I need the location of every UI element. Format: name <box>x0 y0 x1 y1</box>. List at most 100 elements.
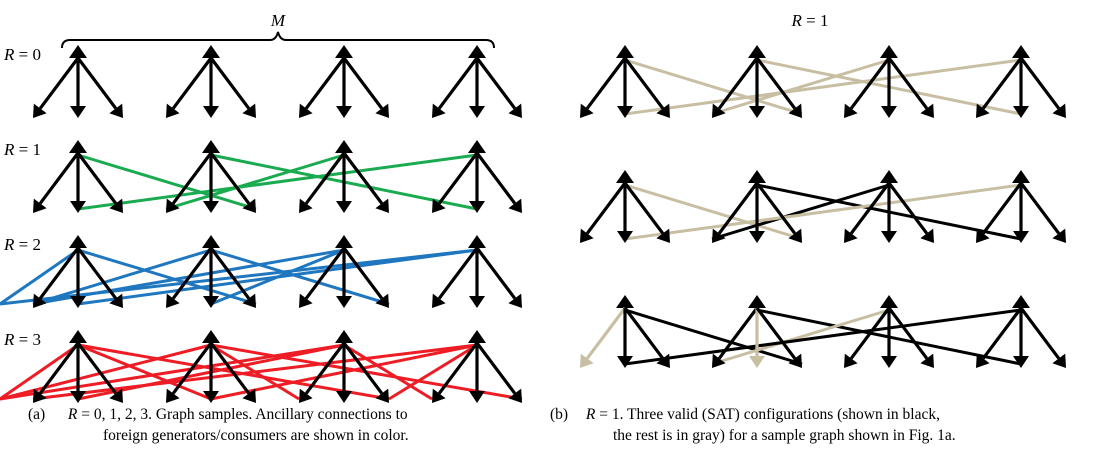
config-0-unit-0-leg-1-head <box>617 106 633 118</box>
row-2-unit-2-leg-0-head <box>299 293 313 308</box>
row-0-unit-0-leg-0-shaft <box>38 57 80 110</box>
row-1-unit-0-leg-2-head <box>109 198 123 213</box>
config-1-unit-1-leg-1-head <box>749 231 765 243</box>
panel-b-sat-configurations: R = 1 <box>580 11 1066 368</box>
caption-b-var: R <box>585 406 596 423</box>
config-0 <box>580 45 1066 118</box>
config-0-unit-0-leg-2-shaft <box>623 57 665 110</box>
row-1-unit-1-leg-1-head <box>203 201 219 213</box>
row-0-unit-3-leg-0-shaft <box>437 57 479 110</box>
row-1-link-2 <box>165 153 345 211</box>
row-1-unit-3-leg-2-head <box>508 198 522 213</box>
config-2-unit-1-leg-1-head <box>749 356 765 368</box>
row-3-generator-1 <box>202 330 220 343</box>
row-2-generator-0 <box>69 235 87 248</box>
caption-a: (a) R = 0, 1, 2, 3. Graph samples. Ancil… <box>28 404 409 446</box>
config-1-unit-1-leg-2-head <box>788 228 802 243</box>
config-1 <box>580 170 1066 243</box>
config-0-unit-1-leg-2-head <box>788 103 802 118</box>
row-1-unit-2-leg-2-shaft <box>342 152 384 205</box>
row-0-unit-2-leg-0-head <box>299 103 313 118</box>
row-3-unit-0-leg-2-head <box>109 388 123 403</box>
row-0-generator-0 <box>69 45 87 58</box>
brace <box>61 31 495 49</box>
config-0-generator-0 <box>616 45 634 58</box>
row-2-unit-3-leg-0-shaft <box>437 247 479 300</box>
row-3-link-6 <box>343 343 433 401</box>
config-2 <box>580 295 1066 368</box>
row-3-link-8 <box>0 343 345 401</box>
row-3-unit-3-leg-2-head <box>508 388 522 403</box>
row-2-unit-1-leg-0-head <box>166 293 180 308</box>
caption-a-text-line1: = 0, 1, 2, 3. Graph samples. Ancillary c… <box>77 406 408 423</box>
config-1-unit-0-leg-0-shaft <box>585 182 627 235</box>
row-2-unit-1-leg-1-head <box>203 296 219 308</box>
config-2-generator-0 <box>616 295 634 308</box>
row-0-generator-2 <box>335 45 353 58</box>
row-3-unit-1-leg-2-head <box>242 388 256 403</box>
row-3-link-0 <box>77 343 212 401</box>
config-1-unit-2-leg-2-shaft <box>887 182 929 235</box>
row-0-generator-1 <box>202 45 220 58</box>
row-3-unit-3-leg-0-shaft <box>437 342 479 395</box>
row-3-generator-0 <box>69 330 87 343</box>
config-1-unit-2-leg-0-head <box>844 228 858 243</box>
config-2-unit-3-leg-0-shaft <box>981 307 1023 360</box>
row-0-unit-1-leg-0-head <box>166 103 180 118</box>
row-1-unit-0-leg-0-head <box>33 198 47 213</box>
row-3-label: R = 3 <box>3 330 41 349</box>
row-0-unit-2-leg-2-shaft <box>342 57 384 110</box>
config-0-unit-0-leg-0-head <box>580 103 594 118</box>
config-1-unit-2-leg-1-head <box>881 231 897 243</box>
config-2-unit-2-leg-1-head <box>881 356 897 368</box>
row-0-unit-3-leg-2-head <box>508 103 522 118</box>
row-1-generator-1 <box>202 140 220 153</box>
row-1-unit-1-leg-2-shaft <box>209 152 251 205</box>
row-2-unit-2-leg-0-shaft <box>304 247 346 300</box>
config-2-unit-0-leg-2-shaft <box>623 307 665 360</box>
row-3-unit-0-leg-0-shaft <box>38 342 80 395</box>
config-0-link-0 <box>624 58 803 116</box>
config-2-generator-3 <box>1012 295 1030 308</box>
config-2-unit-2-leg-0-shaft <box>849 307 891 360</box>
config-1-link-3 <box>624 183 1022 241</box>
row-2-unit-1-leg-0-shaft <box>171 247 213 300</box>
row-2-label-var: R <box>3 235 15 254</box>
row-3-link-11 <box>388 343 478 401</box>
panel-b-title: R = 1 <box>791 11 829 30</box>
row-0-unit-3-leg-2-shaft <box>475 57 517 110</box>
config-2-link-3 <box>624 308 1022 366</box>
row-2-generator-2 <box>335 235 353 248</box>
row-0-unit-1-leg-0-shaft <box>171 57 213 110</box>
config-2-unit-1-leg-2-shaft <box>755 307 797 360</box>
caption-a-tag: (a) <box>28 406 46 423</box>
caption-b-text-line1: = 1. Three valid (SAT) configurations (s… <box>595 406 940 423</box>
row-2-unit-3-leg-0-head <box>432 293 446 308</box>
config-1-unit-3-leg-1-head <box>1013 231 1029 243</box>
row-1-generator-2 <box>335 140 353 153</box>
row-1-link-0 <box>77 153 257 211</box>
row-0-unit-1-leg-1-head <box>203 106 219 118</box>
row-3-unit-2-leg-2-head <box>375 388 389 403</box>
row-3-generator-2 <box>335 330 353 343</box>
row-2-unit-0-leg-0-head <box>33 293 47 308</box>
config-0-unit-0-leg-2-head <box>656 103 670 118</box>
row-0-unit-0-leg-1-head <box>70 106 86 118</box>
row-3-generator-3 <box>468 330 486 343</box>
row-1-label-eq: = 1 <box>14 140 41 159</box>
config-2-unit-0-leg-0-head <box>580 353 594 368</box>
row-3-unit-0-leg-0-head <box>33 388 47 403</box>
row-1-unit-2-leg-1-head <box>336 201 352 213</box>
row-3-unit-3-leg-1-head <box>469 391 485 403</box>
row-0-generator-3 <box>468 45 486 58</box>
row-2-unit-0-leg-2-head <box>109 293 123 308</box>
row-2-link-1 <box>0 248 79 306</box>
config-0-unit-2-leg-2-head <box>920 103 934 118</box>
row-0-unit-0-leg-2-head <box>109 103 123 118</box>
config-2-link-2 <box>711 308 890 366</box>
config-2-unit-0-leg-0-shaft <box>585 307 627 360</box>
config-0-generator-2 <box>880 45 898 58</box>
row-3-link-9 <box>32 343 478 401</box>
config-1-link-0 <box>624 183 803 241</box>
panel-a-row-0: R = 0 <box>3 45 522 118</box>
